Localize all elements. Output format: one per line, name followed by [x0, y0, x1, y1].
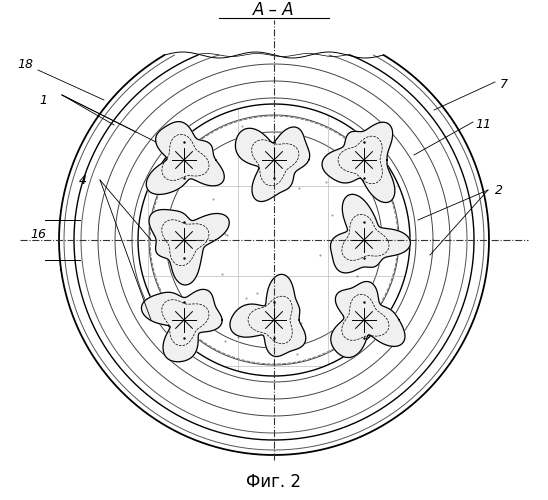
Polygon shape — [146, 122, 224, 194]
Text: 2: 2 — [495, 184, 503, 196]
Polygon shape — [330, 194, 410, 273]
Text: 7: 7 — [500, 78, 508, 92]
Polygon shape — [149, 210, 229, 285]
Polygon shape — [236, 127, 310, 202]
Polygon shape — [141, 290, 222, 362]
Text: Фиг. 2: Фиг. 2 — [247, 473, 301, 491]
Text: 16: 16 — [30, 228, 46, 241]
Text: 4: 4 — [79, 174, 87, 186]
Text: 11: 11 — [475, 118, 491, 132]
Text: 1: 1 — [39, 94, 47, 106]
Polygon shape — [230, 274, 306, 356]
Text: А – А: А – А — [253, 1, 295, 19]
Polygon shape — [331, 282, 405, 358]
Polygon shape — [322, 122, 395, 202]
Text: 18: 18 — [17, 58, 33, 71]
